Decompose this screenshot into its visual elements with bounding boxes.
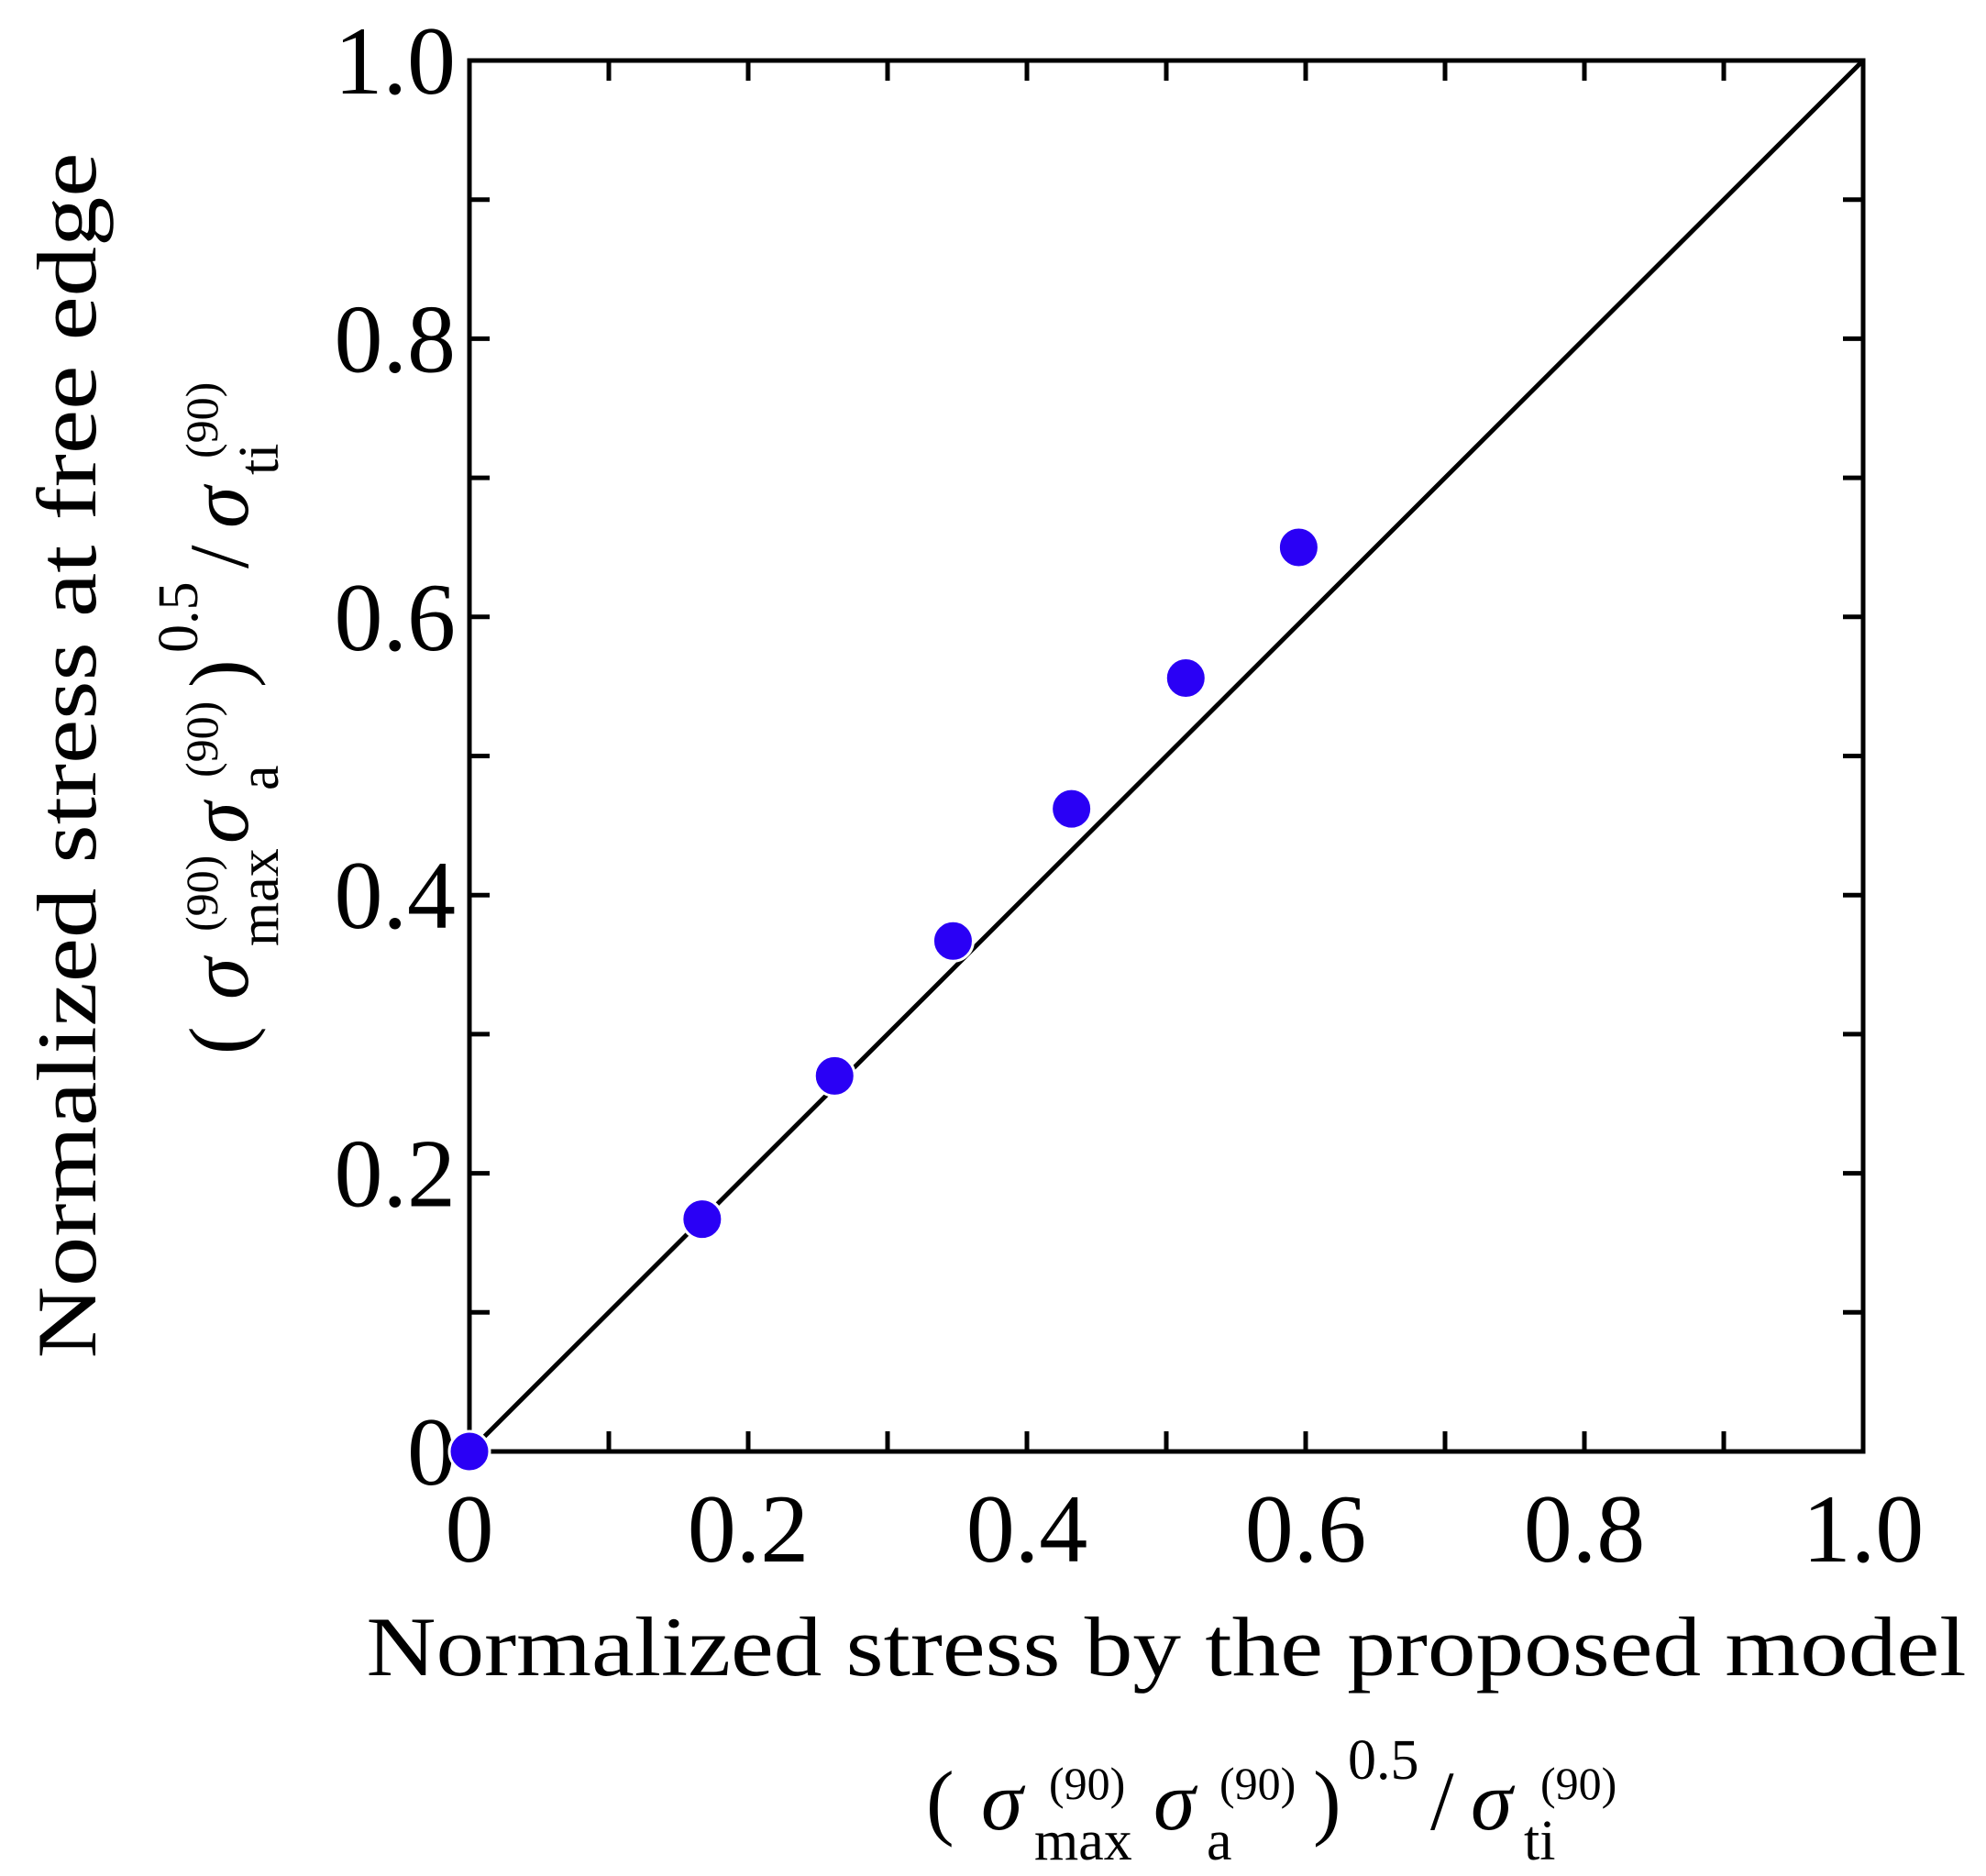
reference-line-layer [468,59,1865,1453]
data-point [1276,525,1320,569]
y-formula-sup-90-max: (90) [176,855,227,932]
x-formula-sigma-a: σ [1153,1754,1198,1848]
x-formula-close-paren: ) [1313,1754,1341,1848]
x-formula-slash: / [1430,1754,1454,1848]
x-formula-sigma-max: σ [981,1754,1026,1848]
y-formula-close-paren: ) [172,659,266,688]
y-tick-label: 0 [407,1398,456,1506]
x-tick-labels: 0 0.2 0.4 0.6 0.8 1.0 [446,1475,1925,1583]
y-tick-label: 0.6 [335,564,457,671]
y-formula-slash: / [172,545,266,568]
y-axis-title: Normalized stress at free edge [20,153,114,1359]
y-formula-exponent: 0.5 [148,582,210,654]
y-formula-sub-a: a [228,765,291,790]
data-point [680,1197,724,1241]
x-formula-sup-90-max: (90) [1049,1758,1125,1809]
data-point [812,1054,856,1098]
x-tick-label: 0.8 [1524,1475,1646,1583]
data-point [931,919,975,963]
data-points [447,525,1320,1473]
x-tick-label: 0.2 [688,1475,810,1583]
y-tick-label: 1.0 [335,7,457,115]
y-tick-label: 0.8 [335,285,457,392]
y-tick-labels: 0 0.2 0.4 0.6 0.8 1.0 [335,7,457,1506]
data-point [1164,657,1208,701]
y-formula-sub-max: max [228,848,291,946]
y-formula-open-paren: ( [172,1026,266,1054]
x-tick-label: 0.4 [966,1475,1088,1583]
x-formula-sup-90-ti: (90) [1540,1758,1616,1809]
y-formula-sup-90-a: (90) [176,701,227,778]
x-axis-title: Normalized stress by the proposed model [367,1600,1967,1694]
x-tick-label: 1.0 [1803,1475,1925,1583]
y-formula-sigma-ti: σ [172,483,266,528]
reference-line [468,59,1865,1453]
data-point [1050,787,1094,831]
x-formula-exponent: 0.5 [1348,1729,1419,1792]
y-formula-sup-90-ti: (90) [176,382,227,458]
y-axis-formula: ( σ max (90) σ a (90) ) 0.5 / σ ti (90) [148,382,291,1054]
x-formula-sub-ti: ti [1524,1810,1555,1872]
x-formula-sub-a: a [1207,1810,1232,1872]
y-axis-title-group: Normalized stress at free edge [20,153,114,1359]
x-formula-sub-max: max [1034,1810,1132,1872]
y-formula-sigma-max: σ [172,955,266,999]
y-tick-label: 0.2 [335,1120,457,1228]
y-formula-sub-ti: ti [228,444,291,475]
x-formula-sup-90-a: (90) [1219,1758,1296,1809]
x-tick-label: 0.6 [1245,1475,1367,1583]
data-point [447,1429,491,1473]
x-tick-label: 0 [446,1475,494,1583]
y-formula-sigma-a: σ [172,799,266,844]
y-tick-label: 0.4 [335,842,457,949]
x-axis-formula: ( σ max (90) σ a (90) ) 0.5 / σ ti (90) [926,1729,1616,1872]
x-formula-open-paren: ( [926,1754,954,1848]
tick-marks [469,61,1863,1451]
x-formula-sigma-ti: σ [1471,1754,1516,1848]
